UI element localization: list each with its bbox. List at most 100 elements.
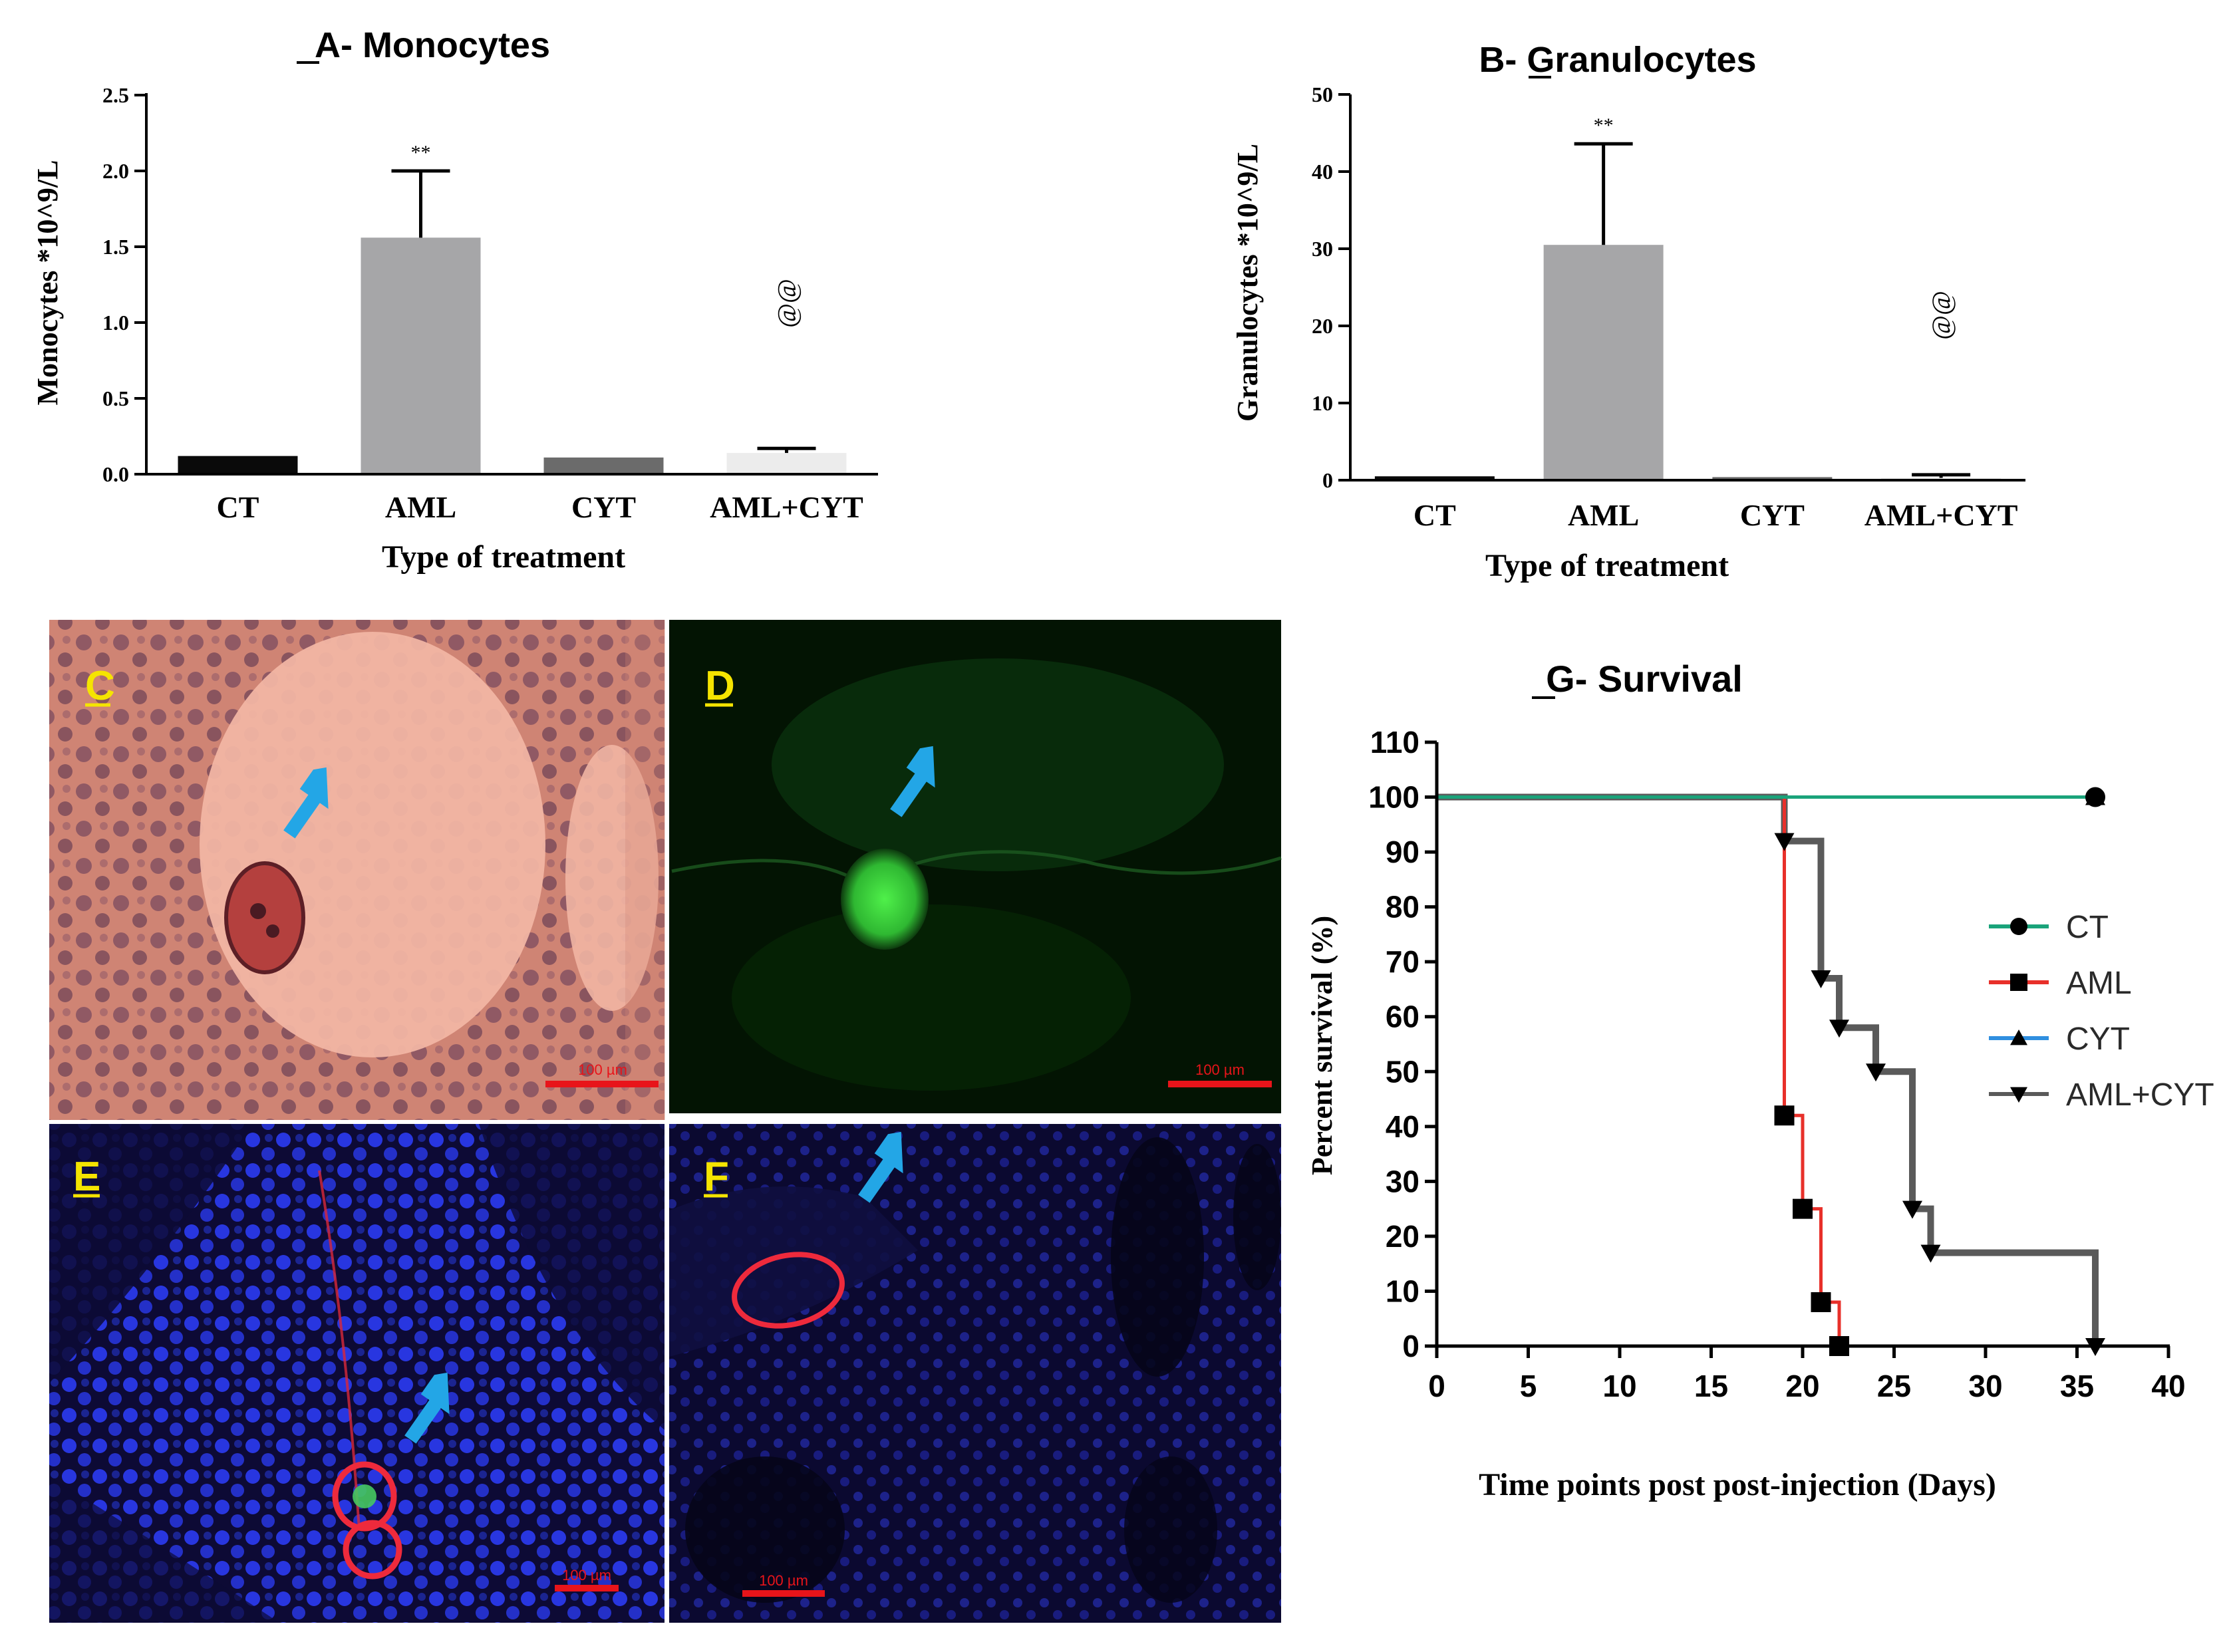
- chart-a-y-ticks: 0.0 0.5 1.0 1.5 2.0 2.5: [102, 83, 146, 486]
- x-tick-label: AML+CYT: [710, 490, 863, 524]
- chart-b-y-label: Granulocytes *10^9/L: [1231, 144, 1264, 422]
- y-tick-label: 10: [1386, 1274, 1419, 1308]
- chart-a-title: A- Monocytes: [315, 25, 550, 65]
- y-tick-label: 40: [1312, 160, 1333, 184]
- y-tick-label: 30: [1386, 1164, 1419, 1198]
- significance-label: @@: [772, 279, 802, 328]
- x-tick-label: 25: [1877, 1369, 1911, 1403]
- bar: [1712, 477, 1833, 480]
- image-f-label: F: [704, 1154, 729, 1200]
- significance-label: @@: [1926, 291, 1956, 340]
- chart-g-x-ticks: 0 5 10 15 20 25 30 35 40: [1428, 1346, 2186, 1403]
- y-tick-label: 20: [1386, 1219, 1419, 1254]
- y-tick-label: 1.5: [102, 235, 129, 259]
- bar: [726, 453, 847, 474]
- series-line-aml: [1437, 795, 1841, 1346]
- x-tick-label: AML+CYT: [1864, 498, 2018, 532]
- y-tick-label: 110: [1370, 725, 1419, 759]
- y-tick-label: 0.5: [102, 386, 129, 410]
- image-f-scale-text: 100 µm: [759, 1572, 808, 1589]
- bar: [1374, 476, 1495, 480]
- image-e-label: E: [73, 1154, 100, 1200]
- chart-a-x-label: Type of treatment: [382, 539, 625, 575]
- survival-step-chart: G- Survival 0 10 20 30 40 50 60 70 80 90 100 110 0 5…: [1306, 658, 2214, 1502]
- image-c-label: C: [85, 663, 115, 709]
- arrow-icon: [283, 767, 329, 839]
- series-line-aml-cyt: [1437, 793, 2099, 1346]
- legend-label: CT: [2066, 910, 2109, 945]
- chart-g-y-ticks: 0 10 20 30 40 50 60 70 80 90 100 110: [1368, 725, 1437, 1363]
- y-tick-label: 30: [1312, 237, 1333, 261]
- x-tick-label: 0: [1428, 1369, 1445, 1403]
- x-tick-label: 40: [2151, 1369, 2185, 1403]
- y-tick-label: 50: [1312, 82, 1333, 106]
- arrow-icon: [404, 1372, 450, 1444]
- data-point: [1793, 1198, 1813, 1219]
- x-tick-label: AML: [385, 490, 456, 524]
- chart-g-series: [1437, 787, 2105, 1356]
- bar: [178, 456, 298, 474]
- data-point: [1829, 1020, 1849, 1038]
- monocytes-bar-chart: A- Monocytes 0.00.51.01.52.02.5 CT**AML C…: [31, 25, 878, 575]
- data-point: [1902, 1200, 1922, 1219]
- data-point: [1866, 1063, 1886, 1082]
- x-tick-label: CYT: [1740, 498, 1805, 532]
- bar: [543, 457, 664, 474]
- x-tick-label: 35: [2060, 1369, 2094, 1403]
- y-tick-label: 0: [1322, 468, 1333, 492]
- chart-g-legend: CT AML CYT AML+CYT: [1989, 910, 2214, 1113]
- y-tick-label: 2.5: [102, 83, 129, 107]
- bar: [1543, 245, 1664, 480]
- legend-label: AML+CYT: [2066, 1077, 2214, 1113]
- micrograph-d: D 100 µm: [669, 620, 1282, 1113]
- y-tick-label: 10: [1312, 391, 1333, 415]
- x-tick-label: 30: [1968, 1369, 2002, 1403]
- x-tick-label: 10: [1602, 1369, 1636, 1403]
- chart-b-x-label: Type of treatment: [1485, 548, 1729, 583]
- arrow-icon: [858, 1131, 903, 1203]
- significance-label: **: [411, 142, 431, 164]
- y-tick-label: 50: [1386, 1054, 1419, 1089]
- data-point: [2085, 787, 2105, 807]
- y-tick-label: 0.0: [102, 462, 129, 486]
- y-tick-label: 90: [1386, 835, 1419, 869]
- significance-label: **: [1594, 114, 1614, 136]
- y-tick-label: 100: [1368, 780, 1419, 815]
- data-point: [1811, 970, 1831, 988]
- legend-marker: [2010, 1030, 2027, 1045]
- chart-g-x-label: Time points post post-injection (Days): [1479, 1467, 1996, 1502]
- legend-marker: [2010, 918, 2027, 935]
- data-point: [1774, 1105, 1795, 1126]
- micrograph-e: E 100 µm: [49, 1124, 665, 1623]
- arrow-icon: [890, 746, 935, 817]
- micrograph-c: C 100 µm: [49, 620, 665, 1120]
- legend-marker: [2010, 974, 2027, 991]
- x-tick-label: AML: [1568, 498, 1639, 532]
- y-tick-label: 20: [1312, 314, 1333, 338]
- x-tick-label: 15: [1694, 1369, 1728, 1403]
- image-d-scale-text: 100 µm: [1195, 1061, 1245, 1078]
- chart-a-bars: CT ** AML CYT @@ AML+CYT: [178, 142, 863, 524]
- y-tick-label: 1.0: [102, 311, 129, 335]
- chart-a-y-label: Monocytes *10^9/L: [31, 160, 64, 406]
- x-tick-label: CYT: [571, 490, 636, 524]
- data-point: [1774, 833, 1795, 851]
- chart-g-y-label: Percent survival (%): [1306, 916, 1338, 1175]
- x-tick-label: 5: [1520, 1369, 1537, 1403]
- x-tick-label: 20: [1785, 1369, 1819, 1403]
- x-tick-label: CT: [1413, 498, 1456, 532]
- legend-marker: [2010, 1087, 2027, 1103]
- y-tick-label: 40: [1386, 1109, 1419, 1144]
- y-tick-label: 60: [1386, 1000, 1419, 1034]
- data-point: [1811, 1292, 1831, 1312]
- image-d-label: D: [705, 663, 735, 709]
- chart-b-bars: CT ** AML CYT @@ AML+CYT: [1374, 114, 2018, 532]
- y-tick-label: 70: [1386, 944, 1419, 979]
- chart-b-y-ticks: 0 10 20 30 40 50: [1312, 82, 1350, 492]
- granulocytes-bar-chart: B- Granulocytes 0 10 20 30 40 50 CT ** AML CYT @@…: [1231, 40, 2025, 583]
- y-tick-label: 0: [1402, 1329, 1419, 1363]
- bar: [361, 237, 481, 474]
- chart-b-title: B- Granulocytes: [1479, 40, 1756, 80]
- legend-label: AML: [2066, 966, 2132, 1001]
